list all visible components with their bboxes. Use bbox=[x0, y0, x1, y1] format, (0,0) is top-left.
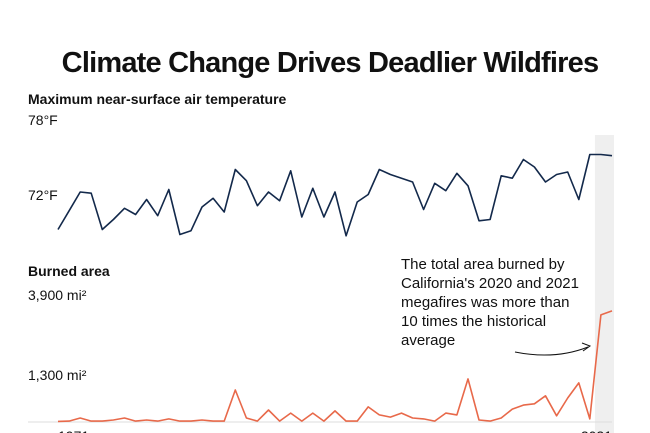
annotation: 10 times the historical bbox=[401, 313, 546, 330]
y-tick-label: 3,900 mi² bbox=[28, 287, 87, 303]
data-line bbox=[57, 153, 613, 237]
highlight-band bbox=[594, 135, 614, 433]
x-tick-label: 1971 bbox=[58, 428, 89, 433]
annotation-arrow bbox=[514, 346, 589, 356]
annotation: California's 2020 and 2021 bbox=[401, 275, 579, 292]
annotation: The total area burned by bbox=[401, 256, 565, 273]
annotation: average bbox=[401, 332, 455, 349]
panel-title: Burned area bbox=[28, 263, 110, 279]
y-tick-label: 72°F bbox=[28, 187, 58, 203]
data-line bbox=[57, 310, 613, 423]
chart-title: Climate Change Drives Deadlier Wildfires bbox=[62, 47, 599, 79]
panel-title: Maximum near-surface air temperature bbox=[28, 91, 287, 107]
y-tick-label: 1,300 mi² bbox=[28, 367, 87, 383]
x-tick-label: 2021 bbox=[581, 428, 612, 433]
annotation: megafires was more than bbox=[401, 294, 569, 311]
annotation-arrowhead bbox=[581, 342, 592, 352]
y-tick-label: 78°F bbox=[28, 112, 58, 128]
plot-layer: 78°F 72°F 3,900 mi² 1,300 mi² 1971 2021 The to… bbox=[28, 112, 614, 433]
